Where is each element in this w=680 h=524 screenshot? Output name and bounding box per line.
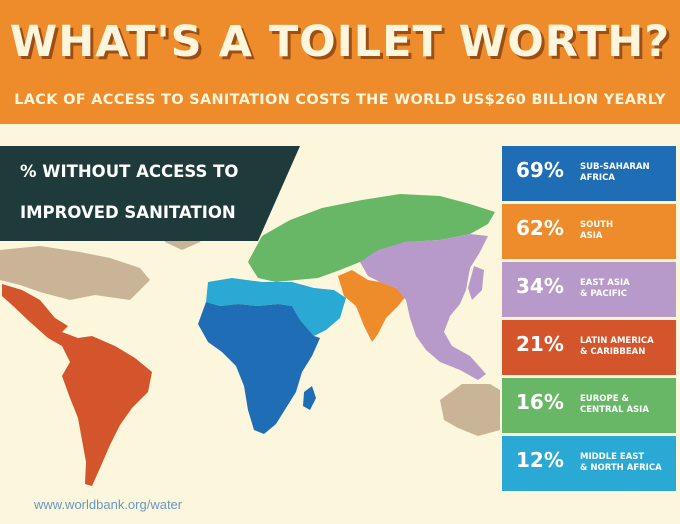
banner-shape	[0, 146, 300, 241]
header-bar: WHAT'S A TOILET WORTH? LACK OF ACCESS TO…	[0, 0, 680, 124]
legend-percent: 12%	[516, 448, 564, 472]
legend-item: 12% MIDDLE EAST & NORTH AFRICA	[502, 436, 676, 491]
latin-america-region	[2, 284, 152, 486]
footer-link[interactable]: www.worldbank.org/water	[34, 497, 183, 512]
europe-central-asia-region	[248, 194, 495, 282]
sub-saharan-africa-region	[198, 302, 320, 434]
legend-region-label: MIDDLE EAST & NORTH AFRICA	[580, 452, 662, 473]
legend-percent: 34%	[516, 274, 564, 298]
legend-item: 21% LATIN AMERICA & CARIBBEAN	[502, 320, 676, 375]
legend: 69% SUB-SAHARAN AFRICA 62% SOUTH ASIA 34% EAS…	[502, 146, 676, 494]
legend-item: 34% EAST ASIA & PACIFIC	[502, 262, 676, 317]
middle-east-north-africa-region	[206, 278, 346, 336]
legend-item: 16% EUROPE & CENTRAL ASIA	[502, 378, 676, 433]
legend-region-label: EAST ASIA & PACIFIC	[580, 278, 630, 299]
world-map	[0, 194, 500, 486]
legend-percent: 16%	[516, 390, 564, 414]
east-asia-pacific-region	[360, 234, 488, 380]
legend-region-label: EUROPE & CENTRAL ASIA	[580, 394, 649, 415]
legend-percent: 21%	[516, 332, 564, 356]
south-asia-region	[338, 270, 406, 342]
japan-region	[468, 266, 484, 300]
legend-item: 69% SUB-SAHARAN AFRICA	[502, 146, 676, 201]
legend-region-label: SUB-SAHARAN AFRICA	[580, 162, 650, 183]
legend-region-label: SOUTH ASIA	[580, 220, 614, 241]
page-title: WHAT'S A TOILET WORTH?	[9, 17, 671, 67]
north-america-region	[0, 246, 150, 300]
legend-percent: 62%	[516, 216, 564, 240]
page-subtitle: LACK OF ACCESS TO SANITATION COSTS THE W…	[14, 92, 666, 108]
legend-item: 62% SOUTH ASIA	[502, 204, 676, 259]
banner-heading-line1: % WITHOUT ACCESS TO	[20, 162, 239, 181]
legend-region-label: LATIN AMERICA & CARIBBEAN	[580, 336, 654, 357]
australia-region	[440, 384, 500, 436]
banner-heading-line2: IMPROVED SANITATION	[20, 203, 236, 222]
legend-percent: 69%	[516, 158, 564, 182]
madagascar-region	[303, 386, 316, 410]
banner: % WITHOUT ACCESS TO IMPROVED SANITATION	[0, 146, 300, 241]
